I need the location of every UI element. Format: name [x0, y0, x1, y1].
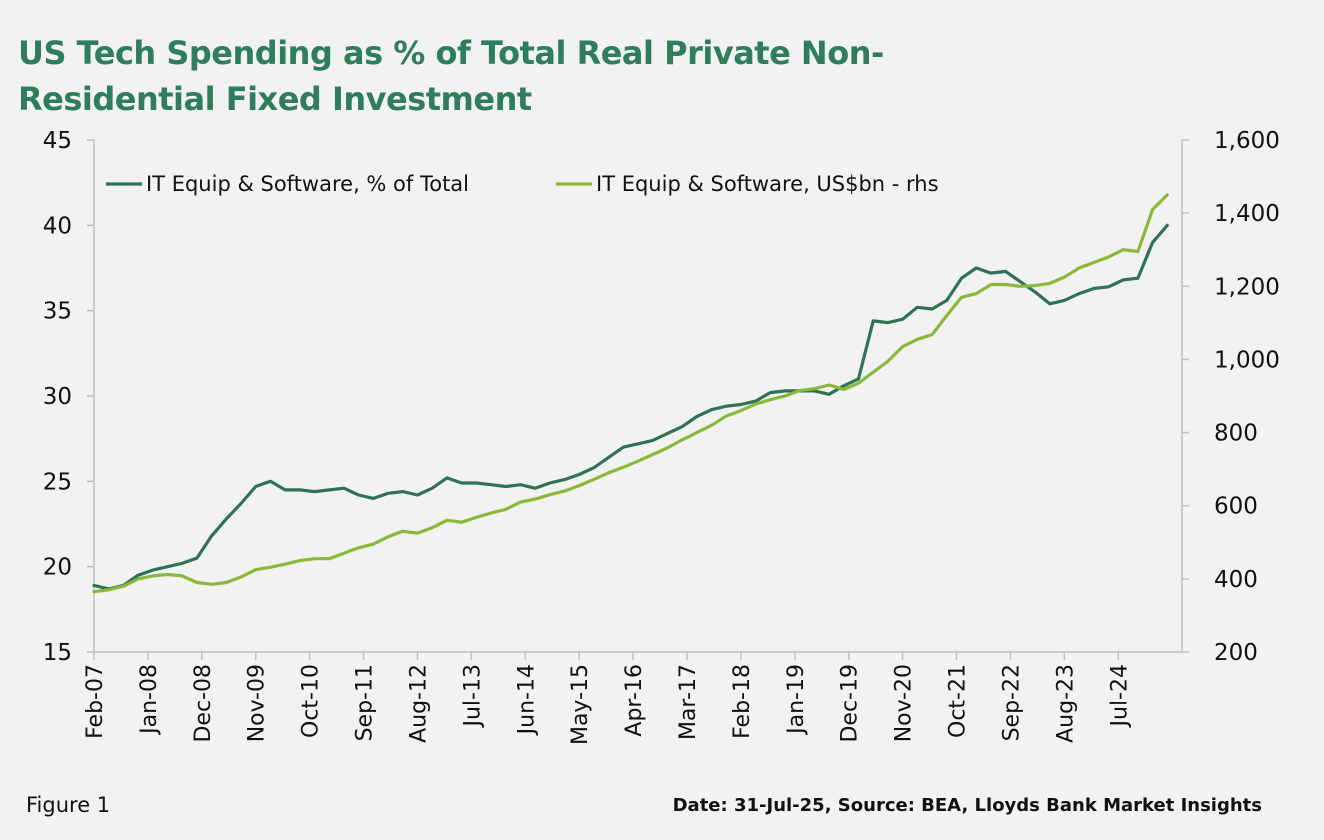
legend-label: IT Equip & Software, US$bn - rhs: [596, 172, 939, 196]
right-axis-tick-label: 1,000: [1214, 347, 1280, 373]
x-axis-tick-label: Apr-16: [622, 664, 647, 737]
x-axis-tick-label: Sep-11: [353, 664, 378, 741]
chart-title-line-2: Residential Fixed Investment: [18, 80, 532, 118]
x-axis-tick-label: Aug-12: [406, 664, 431, 743]
x-axis-tick-label: Jan-08: [137, 664, 162, 736]
right-axis-tick-label: 800: [1214, 421, 1258, 447]
x-axis-tick-label: Feb-07: [83, 664, 108, 739]
right-axis-tick-label: 400: [1214, 567, 1258, 593]
x-axis-tick-label: Nov-09: [245, 664, 270, 742]
x-axis-tick-label: Oct-21: [946, 664, 971, 738]
chart-title-line-1: US Tech Spending as % of Total Real Priv…: [18, 34, 884, 72]
x-axis-tick-label: Jun-14: [514, 664, 539, 736]
x-axis-tick-label: Jul-24: [1107, 664, 1132, 728]
left-axis-tick-label: 45: [43, 128, 72, 154]
line-chart: 15 20 25 30 35 40 45 200 400 600 800 1,000 1,200 1,40…: [43, 128, 1280, 745]
chart-legend: IT Equip & Software, % of Total IT Equip …: [106, 172, 939, 196]
right-axis-tick-label: 200: [1214, 640, 1258, 666]
left-axis-tick-label: 20: [43, 555, 72, 581]
series-line-pct-of-total: [92, 223, 1169, 591]
source-note: Date: 31-Jul-25, Source: BEA, Lloyds Ban…: [672, 795, 1262, 816]
chart-title: US Tech Spending as % of Total Real Priv…: [18, 30, 1018, 122]
left-axis-tick-label: 15: [43, 640, 72, 666]
x-axis-tick-label: Dec-19: [838, 664, 863, 743]
x-axis-tick-label: Feb-18: [730, 664, 755, 739]
legend-item-pct-of-total: IT Equip & Software, % of Total: [106, 172, 469, 196]
right-axis-tick-label: 1,200: [1214, 274, 1280, 300]
left-axis-tick-label: 35: [43, 299, 72, 325]
left-axis-tick-label: 25: [43, 469, 72, 495]
x-axis-tick-label: Nov-20: [892, 664, 917, 742]
x-axis-tick-label: Jan-19: [784, 664, 809, 736]
x-axis-tick-label: Jul-13: [460, 664, 485, 728]
x-axis-tick-label: May-15: [568, 664, 593, 745]
x-axis-tick-label: Sep-22: [999, 664, 1024, 741]
left-axis-tick-label: 30: [43, 384, 72, 410]
chart-lines: [92, 193, 1169, 594]
x-axis-tick-label: Oct-10: [299, 664, 324, 738]
x-axis-tick-label: Dec-08: [191, 664, 216, 743]
legend-item-usd-bn: IT Equip & Software, US$bn - rhs: [556, 172, 939, 196]
legend-label: IT Equip & Software, % of Total: [146, 172, 469, 196]
x-axis-tick-label: Mar-17: [676, 664, 701, 740]
series-line-usd-bn: [92, 193, 1169, 594]
x-axis-tick-label: Aug-23: [1053, 664, 1078, 743]
right-axis-tick-label: 600: [1214, 494, 1258, 520]
chart-axes: 15 20 25 30 35 40 45 200 400 600 800 1,000 1,200 1,40…: [43, 128, 1280, 745]
figure-label: Figure 1: [26, 793, 111, 817]
left-axis-tick-label: 40: [43, 213, 72, 239]
right-axis-tick-label: 1,400: [1214, 201, 1280, 227]
right-axis-tick-label: 1,600: [1214, 128, 1280, 154]
